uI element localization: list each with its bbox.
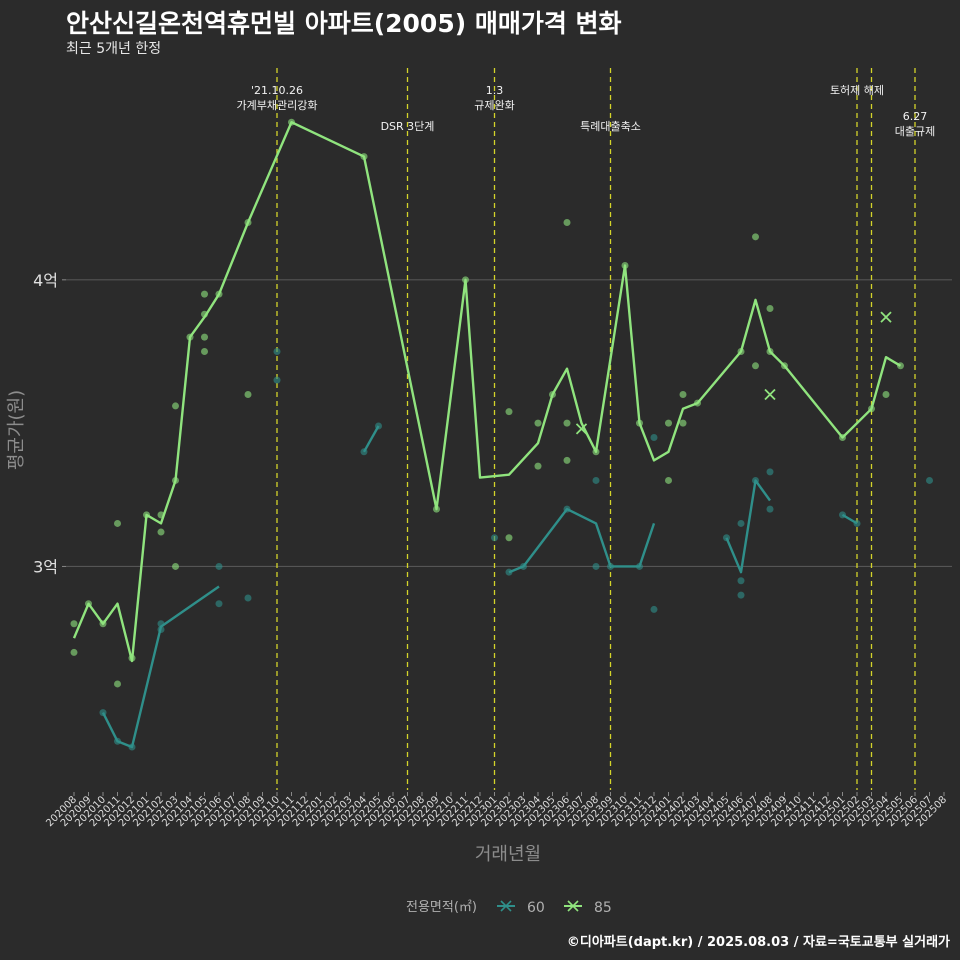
page-subtitle: 최근 5개년 한정: [66, 41, 162, 57]
cross-marker: [764, 388, 776, 401]
data-point: [201, 333, 208, 341]
data-point: [752, 362, 759, 370]
data-point: [70, 648, 78, 656]
data-point: [766, 304, 774, 312]
data-point: [737, 519, 745, 527]
data-point: [114, 680, 121, 688]
data-point: [172, 562, 179, 570]
legend-label: 60: [527, 900, 545, 916]
y-axis-title: 평균가(원): [6, 390, 27, 470]
data-point: [563, 219, 571, 227]
series-line: [508, 507, 656, 574]
policy-label: 규제완화: [474, 99, 514, 112]
data-point: [491, 534, 498, 542]
data-point: [665, 419, 672, 427]
data-point: [244, 390, 252, 398]
ytick-label: 4억: [33, 271, 58, 290]
data-point: [737, 577, 745, 585]
data-point: [679, 390, 687, 398]
policy-label: 대출규제: [895, 125, 935, 138]
policy-label: 특례대출축소: [580, 120, 641, 133]
series-layer: [70, 118, 933, 751]
cross-marker: [575, 423, 588, 435]
data-point: [882, 390, 890, 398]
policy-label: '21.10.26: [251, 84, 303, 97]
data-point: [534, 462, 542, 470]
data-point: [926, 476, 933, 484]
policy-label: 1.3: [486, 84, 504, 97]
legend-title: 전용면적(㎡): [406, 900, 477, 915]
policy-label: DSR 3단계: [381, 120, 435, 133]
legend-key-cross: [500, 900, 512, 912]
legend-label: 85: [594, 900, 612, 916]
data-point: [766, 468, 774, 476]
data-point: [172, 402, 179, 410]
data-point: [215, 600, 223, 608]
data-point: [650, 605, 658, 613]
data-point: [563, 419, 571, 427]
data-point: [534, 419, 542, 427]
data-point: [592, 562, 600, 570]
series-60: [99, 347, 933, 751]
data-point: [201, 290, 208, 298]
data-point: [201, 347, 208, 355]
data-point: [70, 620, 78, 628]
policy-label: 가계부채관리강화: [237, 99, 318, 112]
series-line: [841, 513, 858, 525]
policy-label: 6.27: [903, 110, 928, 123]
data-point: [679, 419, 687, 427]
data-point: [157, 528, 165, 536]
ytick-label: 3억: [33, 557, 58, 576]
data-point: [273, 376, 281, 384]
data-point: [650, 433, 658, 441]
data-point: [505, 408, 513, 416]
axis-layer: 3억4억202008202009202010202011202012202101…: [6, 271, 949, 865]
page-title: 안산신길온천역휴먼빌 아파트(2005) 매매가격 변화: [66, 9, 622, 38]
series-85: [70, 118, 904, 688]
series-line: [362, 425, 380, 453]
data-point: [766, 505, 774, 513]
series-line: [725, 479, 771, 574]
series-line: [101, 585, 220, 749]
policy-label: 토허제 해제: [830, 83, 884, 97]
data-point: [244, 594, 252, 602]
x-axis-title: 거래년월: [475, 844, 541, 865]
policy-lines: [276, 68, 916, 790]
legend: 전용면적(㎡) 60 85: [406, 900, 612, 916]
data-point: [505, 534, 513, 542]
data-point: [273, 347, 281, 355]
data-point: [215, 562, 223, 570]
data-point: [737, 591, 745, 599]
grid-layer: [66, 279, 952, 568]
data-point: [665, 476, 672, 484]
cross-marker: [880, 311, 892, 323]
source-caption: ©디아파트(dapt.kr) / 2025.08.03 / 자료=국토교통부 실…: [566, 935, 950, 950]
data-point: [752, 233, 759, 241]
legend-key-cross: [567, 900, 579, 912]
data-point: [114, 519, 121, 527]
data-point: [592, 476, 600, 484]
series-line: [72, 121, 902, 663]
data-point: [563, 456, 571, 464]
